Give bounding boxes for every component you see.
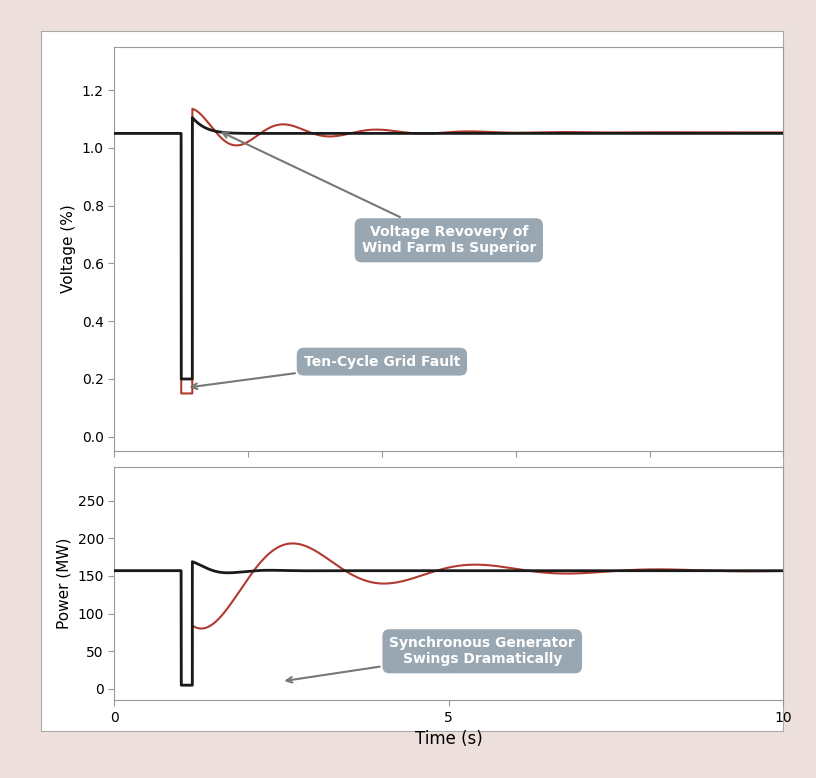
Text: Synchronous Generator
Swings Dramatically: Synchronous Generator Swings Dramaticall…	[286, 636, 575, 682]
Y-axis label: Power (MW): Power (MW)	[57, 538, 72, 629]
Text: Voltage Revovery of
Wind Farm Is Superior: Voltage Revovery of Wind Farm Is Superio…	[223, 132, 536, 255]
X-axis label: Time (s): Time (s)	[415, 731, 483, 748]
Text: Ten-Cycle Grid Fault: Ten-Cycle Grid Fault	[192, 355, 460, 389]
Legend: Gas Turbine, Wind Farm: Gas Turbine, Wind Farm	[625, 472, 776, 533]
Y-axis label: Voltage (%): Voltage (%)	[61, 205, 76, 293]
